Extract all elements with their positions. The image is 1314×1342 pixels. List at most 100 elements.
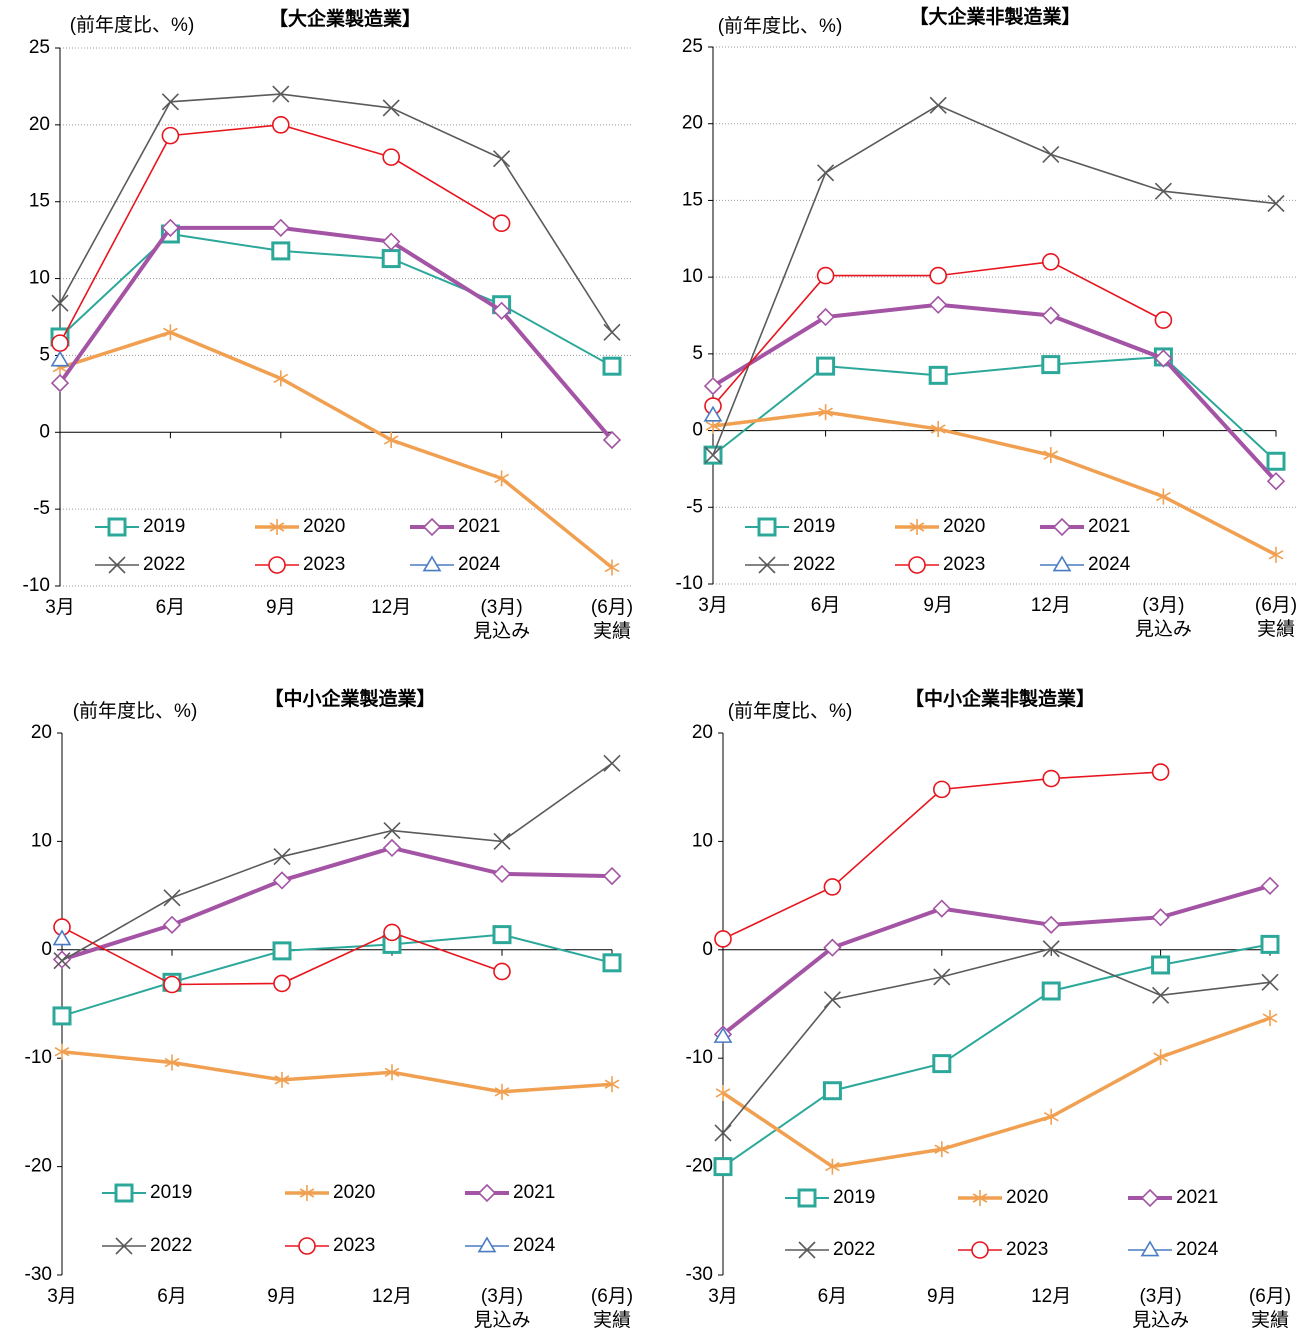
data-point <box>1042 915 1061 934</box>
marker-stroke <box>164 1057 180 1068</box>
data-point <box>1042 940 1060 958</box>
marker-diamond <box>1041 306 1060 325</box>
data-point <box>272 85 290 103</box>
data-point <box>382 148 401 166</box>
legend-marker <box>757 517 777 537</box>
data-point <box>602 953 622 973</box>
data-point <box>1042 252 1060 271</box>
data-point <box>161 93 179 111</box>
marker-stroke <box>1261 973 1279 991</box>
marker-stroke <box>603 754 621 772</box>
marker-diamond <box>823 938 842 957</box>
data-point <box>822 1081 842 1101</box>
data-point <box>54 1043 70 1060</box>
marker-stroke <box>494 1087 510 1097</box>
y-tick-label: 5 <box>692 343 703 364</box>
data-point <box>492 864 512 884</box>
marker-diamond <box>602 430 622 450</box>
series-line <box>721 883 1271 1036</box>
marker-stroke <box>53 952 71 970</box>
marker-stroke <box>299 1188 315 1198</box>
marker-diamond <box>1266 472 1286 491</box>
y-tick-label: 20 <box>31 722 52 743</box>
data-point <box>1262 1010 1278 1027</box>
legend-marker <box>908 556 926 574</box>
marker-stroke <box>714 1124 732 1142</box>
legend-label: 2019 <box>143 516 185 537</box>
legend-label: 2022 <box>833 1239 875 1260</box>
legend-marker <box>1052 517 1072 537</box>
legend-marker <box>909 519 925 535</box>
x-tick-label: 6月 <box>817 1286 848 1307</box>
x-tick-label: 3月 <box>708 1286 738 1307</box>
data-point <box>271 116 290 134</box>
marker-stroke <box>1043 1112 1059 1122</box>
data-point <box>928 365 948 385</box>
chart-title: 【中小企業製造業】 <box>264 687 435 710</box>
series-line <box>61 845 613 962</box>
marker-square <box>602 356 622 376</box>
marker-stroke <box>493 150 511 168</box>
y-tick-label: 15 <box>29 191 50 212</box>
data-point <box>273 848 291 866</box>
marker-circle <box>1154 311 1173 329</box>
marker-circle <box>1151 763 1170 781</box>
data-point <box>823 878 842 896</box>
legend-marker <box>1052 555 1072 572</box>
marker-square <box>1266 451 1286 471</box>
data-point <box>818 404 833 421</box>
marker-stroke <box>704 446 722 464</box>
marker-stroke <box>494 473 509 484</box>
marker-square <box>757 517 777 537</box>
legend-marker <box>298 1237 316 1255</box>
marker-triangle <box>50 350 70 367</box>
legend-label: 2020 <box>943 516 985 537</box>
marker-diamond <box>1260 876 1280 895</box>
marker-stroke <box>383 821 401 840</box>
data-point <box>1156 488 1171 505</box>
marker-stroke <box>825 1161 840 1172</box>
marker-square <box>816 356 836 376</box>
legend-label: 2022 <box>793 554 835 575</box>
marker-circle <box>273 974 291 993</box>
marker-square <box>52 1006 72 1026</box>
marker-stroke <box>604 562 620 573</box>
data-point <box>929 266 948 285</box>
data-point <box>602 430 622 450</box>
marker-diamond <box>271 218 290 237</box>
marker-diamond <box>50 373 70 393</box>
marker-stroke <box>929 96 947 114</box>
x-tick-label: 3月 <box>45 597 75 618</box>
marker-square <box>272 941 292 961</box>
marker-stroke <box>705 421 721 431</box>
legend-label: 2020 <box>1006 1187 1048 1208</box>
marker-circle <box>51 334 69 352</box>
data-point <box>163 975 181 994</box>
data-point <box>384 1064 400 1081</box>
marker-circle <box>493 962 511 981</box>
legend-label: 2019 <box>833 1187 875 1208</box>
y-tick-label: -5 <box>33 498 50 519</box>
legend-label: 2024 <box>513 1235 556 1256</box>
data-point <box>161 126 180 145</box>
data-point <box>382 232 401 251</box>
legend-marker <box>798 1241 816 1259</box>
marker-circle <box>383 923 401 942</box>
marker-square <box>107 517 127 537</box>
marker-square <box>822 1081 842 1101</box>
marker-circle <box>161 126 180 145</box>
marker-diamond <box>602 866 622 886</box>
legend-label: 2022 <box>150 1235 192 1256</box>
y-axis-label: (前年度比、%) <box>73 700 198 722</box>
data-point <box>604 1076 620 1093</box>
marker-square <box>381 249 401 269</box>
y-axis-label: (前年度比、%) <box>718 15 843 37</box>
y-tick-label: 20 <box>682 113 703 134</box>
series-line <box>61 933 613 1017</box>
series-line <box>712 410 1277 557</box>
data-point <box>50 373 70 393</box>
data-point <box>162 915 182 934</box>
marker-stroke <box>1156 491 1171 502</box>
series-line <box>722 1016 1271 1169</box>
data-point <box>383 821 401 840</box>
